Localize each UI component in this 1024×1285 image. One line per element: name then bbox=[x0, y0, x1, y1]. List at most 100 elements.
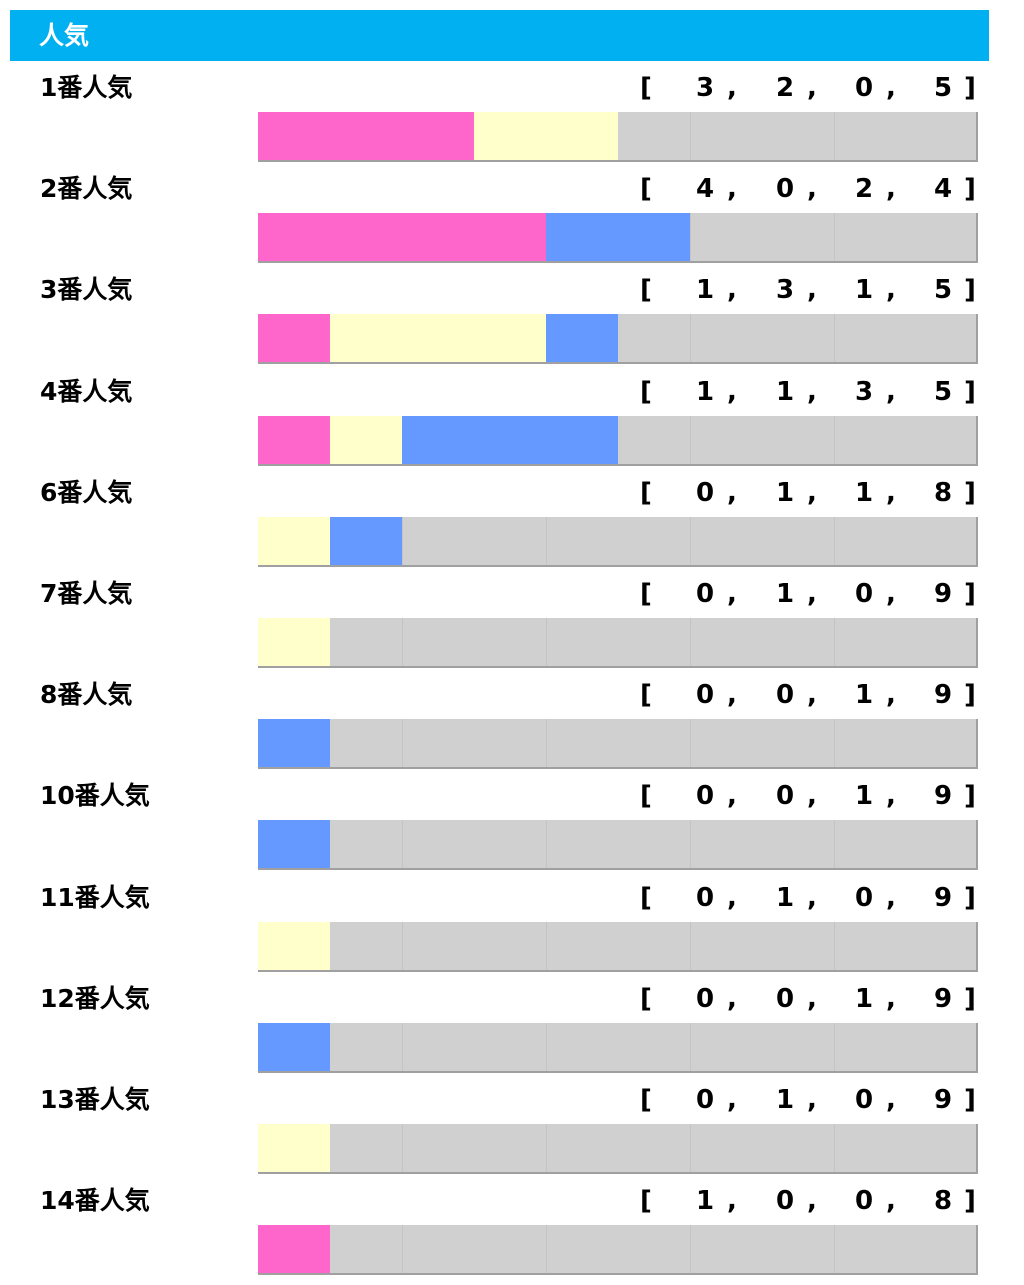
record-separator: , bbox=[886, 882, 896, 913]
record-count: 0 bbox=[696, 882, 715, 913]
grid-line bbox=[546, 1225, 547, 1274]
record-separator: , bbox=[727, 579, 737, 609]
record-count: 9 bbox=[934, 680, 953, 711]
record-text: [0, 0, 1, 9] bbox=[640, 678, 980, 712]
bar-track bbox=[258, 1124, 978, 1174]
grid-line bbox=[834, 1022, 835, 1071]
first-place-segment bbox=[258, 314, 330, 363]
record-separator: , bbox=[807, 781, 817, 812]
bar-track bbox=[258, 921, 978, 972]
row-label: 2番人気 bbox=[40, 174, 133, 204]
row-label: 14番人気 bbox=[40, 1186, 150, 1216]
bar-track bbox=[258, 516, 978, 567]
record-count: 2 bbox=[776, 73, 795, 103]
record-count: 1 bbox=[776, 1085, 795, 1115]
row-label: 6番人気 bbox=[40, 477, 133, 507]
record-count: 9 bbox=[934, 781, 953, 812]
record-bracket: [ bbox=[640, 73, 652, 103]
bar-track bbox=[258, 1225, 978, 1276]
row-label: 13番人気 bbox=[40, 1085, 150, 1114]
grid-line bbox=[690, 618, 691, 666]
grid-line bbox=[402, 1225, 403, 1274]
grid-line bbox=[690, 415, 691, 464]
record-separator: , bbox=[886, 680, 896, 711]
record-count: 8 bbox=[934, 477, 953, 508]
bar-track bbox=[258, 719, 978, 770]
record-count: 0 bbox=[855, 1186, 874, 1217]
third-place-segment bbox=[402, 415, 618, 464]
record-separator: , bbox=[807, 174, 817, 205]
third-place-segment bbox=[258, 820, 330, 869]
record-bracket: [ bbox=[640, 376, 652, 407]
record-count: 1 bbox=[855, 983, 874, 1014]
record-bracket: [ bbox=[640, 680, 652, 711]
row-label: 4番人気 bbox=[40, 376, 133, 406]
grid-line bbox=[834, 1225, 835, 1274]
record-separator: , bbox=[727, 882, 737, 913]
record-separator: , bbox=[807, 579, 817, 609]
record-text: [1, 1, 3, 5] bbox=[640, 375, 980, 409]
record-count: 3 bbox=[855, 376, 874, 407]
record-count: 1 bbox=[696, 376, 715, 407]
record-count: 9 bbox=[934, 882, 953, 913]
row-label: 10番人気 bbox=[40, 781, 150, 811]
record-count: 1 bbox=[776, 376, 795, 407]
record-bracket: [ bbox=[640, 1186, 652, 1217]
grid-line bbox=[402, 1124, 403, 1172]
record-separator: , bbox=[886, 781, 896, 812]
bar-track bbox=[258, 213, 978, 264]
record-count: 1 bbox=[776, 882, 795, 913]
second-place-segment bbox=[258, 921, 330, 970]
record-bracket: [ bbox=[640, 174, 652, 205]
record-text: [1, 0, 0, 8] bbox=[640, 1184, 980, 1218]
section-header: 人気 bbox=[10, 10, 989, 61]
grid-line bbox=[690, 112, 691, 160]
record-count: 0 bbox=[855, 579, 874, 609]
record-separator: , bbox=[807, 983, 817, 1014]
record-count: 5 bbox=[934, 73, 953, 103]
grid-line bbox=[546, 516, 547, 565]
record-count: 0 bbox=[776, 174, 795, 205]
record-text: [0, 1, 0, 9] bbox=[640, 577, 980, 611]
record-text: [0, 1, 0, 9] bbox=[640, 881, 980, 915]
record-count: 1 bbox=[855, 477, 874, 508]
record-separator: , bbox=[886, 1085, 896, 1115]
grid-line bbox=[402, 516, 403, 565]
record-separator: , bbox=[886, 1186, 896, 1217]
record-text: [0, 0, 1, 9] bbox=[640, 779, 980, 813]
first-place-segment bbox=[258, 112, 474, 160]
second-place-segment bbox=[474, 112, 618, 160]
record-bracket: ] bbox=[964, 376, 976, 407]
record-bracket: [ bbox=[640, 882, 652, 913]
grid-line bbox=[546, 921, 547, 970]
second-place-segment bbox=[330, 415, 402, 464]
row-label: 8番人気 bbox=[40, 680, 133, 710]
record-text: [0, 1, 0, 9] bbox=[640, 1083, 980, 1117]
record-separator: , bbox=[807, 73, 817, 103]
grid-line bbox=[834, 820, 835, 869]
record-separator: , bbox=[727, 680, 737, 711]
record-text: [0, 1, 1, 8] bbox=[640, 476, 980, 510]
record-bracket: ] bbox=[964, 174, 976, 205]
record-count: 0 bbox=[776, 680, 795, 711]
grid-line bbox=[834, 618, 835, 666]
bar-track bbox=[258, 618, 978, 668]
record-count: 9 bbox=[934, 983, 953, 1014]
second-place-segment bbox=[258, 618, 330, 666]
record-separator: , bbox=[886, 376, 896, 407]
record-separator: , bbox=[807, 1186, 817, 1217]
grid-line bbox=[690, 719, 691, 768]
record-separator: , bbox=[886, 983, 896, 1014]
record-count: 3 bbox=[776, 275, 795, 306]
record-separator: , bbox=[807, 275, 817, 306]
record-bracket: [ bbox=[640, 983, 652, 1014]
grid-line bbox=[690, 820, 691, 869]
record-count: 8 bbox=[934, 1186, 953, 1217]
record-count: 0 bbox=[696, 983, 715, 1014]
record-bracket: [ bbox=[640, 1085, 652, 1115]
grid-line bbox=[690, 1022, 691, 1071]
grid-line bbox=[402, 820, 403, 869]
record-text: [0, 0, 1, 9] bbox=[640, 982, 980, 1016]
record-count: 0 bbox=[855, 882, 874, 913]
record-count: 1 bbox=[776, 477, 795, 508]
